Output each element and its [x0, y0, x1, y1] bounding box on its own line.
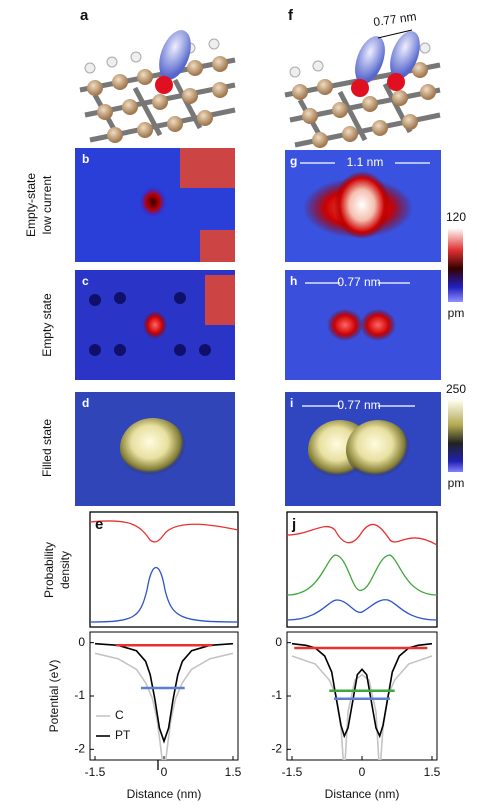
panel-label: b — [82, 152, 89, 166]
colorbar-label: 250 — [446, 382, 466, 396]
colorbar-label: pm — [448, 306, 465, 320]
dimension-label: 0.77 nm — [337, 275, 380, 289]
figure: a b c d e f g h i j 0.77 nm 1.1 nm 0.77 … — [0, 0, 477, 808]
x-tick-label: 0 — [161, 765, 168, 779]
y-tick-label: -1 — [271, 688, 282, 702]
plot-frame — [287, 632, 437, 760]
axis-label: density — [58, 551, 72, 589]
series-line — [292, 656, 432, 760]
panel-label: c — [82, 274, 89, 288]
stm-images — [75, 148, 463, 506]
x-tick-label: -1.5 — [85, 765, 106, 779]
colorbar-label: pm — [448, 476, 465, 490]
y-tick-label: 0 — [78, 635, 85, 649]
density-panels — [90, 512, 437, 770]
x-tick-label: -1.5 — [282, 765, 303, 779]
panel-label: h — [290, 274, 297, 288]
panel-label: i — [290, 396, 293, 410]
y-tick-label: -2 — [271, 742, 282, 756]
colorbar — [448, 228, 463, 302]
legend-label: PT — [115, 728, 131, 742]
row-label: Empty-state — [24, 173, 38, 237]
x-tick-label: 0 — [359, 765, 366, 779]
x-tick-label: 1.5 — [225, 765, 242, 779]
legend-label: C — [115, 708, 124, 722]
structure-left — [75, 26, 235, 145]
colorbar-label: 120 — [446, 210, 466, 224]
row-label: Empty state — [40, 293, 54, 357]
panel-label: a — [80, 7, 89, 24]
dimension-label: 0.77 nm — [372, 9, 417, 29]
panel-label: f — [288, 7, 294, 24]
panel-label: j — [291, 516, 296, 533]
x-tick-label: 1.5 — [424, 765, 441, 779]
row-label: Filled state — [40, 419, 54, 477]
colorbar — [448, 400, 463, 472]
y-axis-label: Potential (eV) — [47, 660, 61, 733]
panel-label: g — [290, 154, 297, 168]
axis-label: Probability — [42, 542, 56, 598]
y-tick-label: 0 — [275, 635, 282, 649]
panel-label: e — [95, 516, 103, 533]
row-label: low current — [40, 175, 54, 234]
x-axis-label: Distance (nm) — [127, 787, 202, 801]
dimension-label: 1.1 nm — [347, 155, 384, 169]
series-line — [95, 653, 233, 760]
panel-label: d — [82, 396, 89, 410]
dimension-label: 0.77 nm — [337, 398, 380, 412]
structure-right — [285, 27, 440, 148]
y-tick-label: -2 — [74, 742, 85, 756]
x-axis-label: Distance (nm) — [325, 787, 400, 801]
y-tick-label: -1 — [74, 688, 85, 702]
